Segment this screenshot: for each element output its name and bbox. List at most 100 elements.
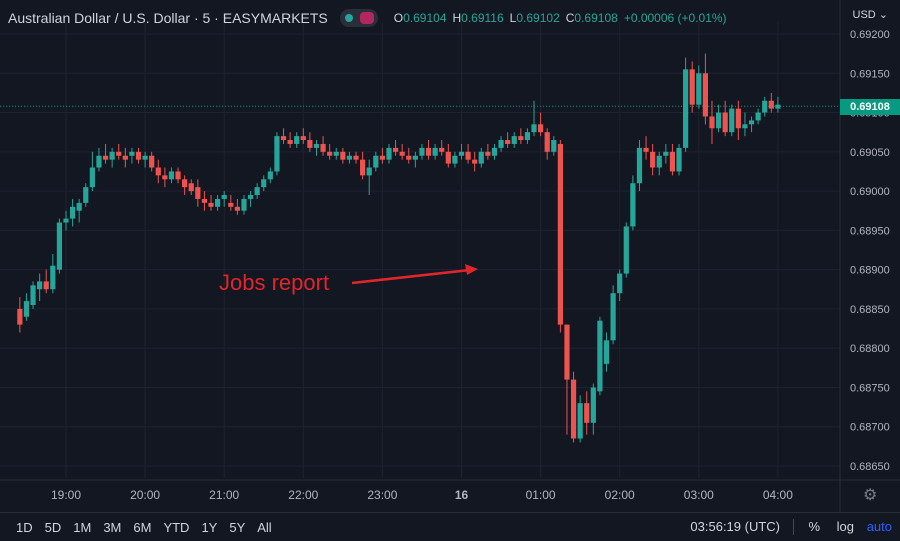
- candle-body: [432, 147, 438, 156]
- candle-body: [96, 155, 102, 168]
- candle-body: [142, 155, 148, 160]
- candle-body: [175, 171, 181, 180]
- candle-body: [683, 69, 689, 148]
- y-tick-label: 0.68800: [850, 343, 890, 355]
- currency-dropdown[interactable]: USD ⌄: [852, 9, 889, 21]
- x-tick-label: 22:00: [288, 488, 318, 502]
- candle-body: [538, 124, 544, 133]
- candle-body: [669, 151, 676, 172]
- candle-body: [307, 140, 313, 148]
- candle-body: [69, 206, 76, 219]
- candle-body: [643, 147, 649, 152]
- range-button-6m[interactable]: 6M: [133, 519, 152, 535]
- x-tick-label: 19:00: [51, 488, 81, 502]
- y-tick-label: 0.69050: [850, 147, 890, 159]
- candle-body: [208, 202, 214, 207]
- percent-scale-button[interactable]: %: [808, 519, 820, 534]
- candle-body: [531, 124, 537, 133]
- candle-body: [373, 155, 379, 168]
- candle-body: [663, 151, 669, 156]
- settings-gear-icon[interactable]: ⚙: [863, 487, 878, 504]
- log-scale-button[interactable]: log: [836, 519, 854, 534]
- candle-body: [30, 285, 36, 305]
- change-value: +0.00006 (+0.01%): [623, 11, 727, 25]
- range-button-1y[interactable]: 1Y: [201, 519, 218, 535]
- candle-body: [729, 108, 735, 133]
- range-button-5d[interactable]: 5D: [44, 519, 62, 535]
- candle-body: [379, 155, 385, 160]
- toolbar-divider: [793, 519, 794, 535]
- low-value: 0.69102: [516, 11, 560, 25]
- candle-body: [590, 387, 596, 423]
- y-tick-label: 0.69000: [850, 186, 890, 198]
- ohlc-values: O0.69104 H0.69116 L0.69102 C0.69108 +0.0…: [394, 11, 727, 25]
- candle-body: [623, 226, 629, 274]
- candle-body: [630, 183, 636, 227]
- candle-body: [300, 136, 306, 141]
- candle-body: [518, 136, 524, 141]
- candle-body: [63, 218, 69, 223]
- candle-body: [465, 151, 471, 160]
- bottom-toolbar: 1D 5D 1M 3M 6M YTD 1Y 5Y All 03:56:19 (UTC) % lo…: [0, 512, 900, 541]
- low-label: L: [509, 11, 517, 25]
- candle-body: [419, 147, 425, 156]
- last-price-tag: 0.69108: [840, 99, 900, 115]
- candle-body: [392, 147, 399, 152]
- candle-body: [267, 171, 273, 180]
- price-chart[interactable]: 0.692000.691500.691000.690500.690000.689…: [0, 0, 900, 512]
- candle-body: [557, 143, 563, 325]
- y-tick-label: 0.68750: [850, 382, 890, 394]
- market-open-dot-icon: [344, 14, 353, 22]
- candle-body: [294, 136, 300, 144]
- y-tick-label: 0.68850: [850, 304, 890, 316]
- candle-body: [116, 151, 122, 156]
- candle-body: [715, 112, 722, 129]
- candle-body: [366, 167, 372, 176]
- symbol-title[interactable]: Australian Dollar / U.S. Dollar · 5 · EA…: [8, 10, 328, 26]
- candle-body: [129, 151, 135, 156]
- range-button-3m[interactable]: 3M: [103, 519, 122, 535]
- candle-body: [195, 187, 201, 199]
- candle-body: [37, 281, 43, 290]
- y-tick-label: 0.68900: [850, 265, 890, 277]
- range-buttons: 1D 5D 1M 3M 6M YTD 1Y 5Y All: [0, 520, 272, 535]
- range-button-ytd[interactable]: YTD: [163, 519, 190, 535]
- market-status-toggle[interactable]: [339, 9, 378, 27]
- candle-body: [56, 222, 63, 270]
- candle-body: [610, 293, 616, 341]
- candle-body: [709, 116, 715, 129]
- candle-body: [201, 198, 208, 203]
- candle-body: [498, 140, 504, 148]
- x-tick-label: 02:00: [605, 488, 635, 502]
- candle-body: [327, 151, 333, 156]
- range-button-all[interactable]: All: [257, 519, 272, 535]
- candle-body: [577, 403, 583, 439]
- utc-clock[interactable]: 03:56:19 (UTC): [690, 519, 780, 534]
- candle-body: [491, 147, 498, 156]
- annotation-arrow-head: [465, 264, 478, 275]
- auto-scale-button[interactable]: auto: [866, 519, 892, 534]
- candle-body: [656, 155, 662, 168]
- range-button-1d[interactable]: 1D: [16, 519, 33, 535]
- candle-body: [50, 265, 56, 290]
- candle-body: [241, 198, 247, 211]
- y-tick-label: 0.68650: [850, 461, 890, 473]
- data-status-icon: [359, 12, 374, 24]
- candle-body: [636, 147, 643, 184]
- candle-body: [83, 187, 89, 203]
- high-label: H: [452, 11, 462, 25]
- range-button-1m[interactable]: 1M: [73, 519, 92, 535]
- candle-body: [452, 155, 458, 164]
- jobs-report-annotation: Jobs report: [219, 270, 330, 295]
- y-tick-label: 0.69200: [850, 29, 890, 41]
- candle-body: [412, 155, 418, 160]
- candle-body: [722, 112, 728, 133]
- candle-body: [564, 324, 570, 380]
- candle-body: [17, 308, 23, 325]
- candle-body: [76, 202, 82, 211]
- candle-body: [445, 151, 451, 164]
- candle-body: [333, 151, 339, 156]
- range-button-5y[interactable]: 5Y: [229, 519, 246, 535]
- candle-body: [439, 147, 445, 152]
- candle-body: [155, 167, 161, 176]
